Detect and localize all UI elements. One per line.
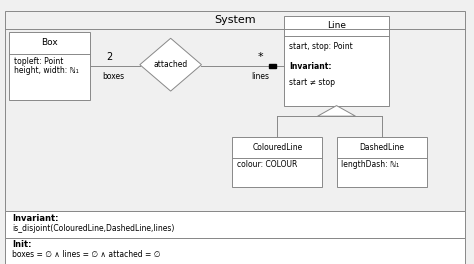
Bar — [9, 32, 90, 100]
Text: lengthDash: ℕ₁: lengthDash: ℕ₁ — [341, 161, 400, 169]
Text: boxes: boxes — [103, 72, 125, 81]
Text: attached: attached — [154, 60, 188, 69]
Text: is_disjoint(ColouredLine,DashedLine,lines): is_disjoint(ColouredLine,DashedLine,line… — [12, 224, 174, 233]
Text: lines: lines — [252, 72, 270, 81]
Text: topleft: Point: topleft: Point — [14, 56, 64, 65]
Bar — [232, 137, 322, 187]
Bar — [337, 137, 427, 187]
Text: Line: Line — [327, 21, 346, 30]
Bar — [5, 238, 465, 264]
Bar — [284, 16, 389, 106]
Text: colour: COLOUR: colour: COLOUR — [237, 161, 297, 169]
Text: Invariant:: Invariant: — [289, 62, 332, 71]
Polygon shape — [318, 106, 356, 116]
Text: Box: Box — [41, 38, 58, 47]
Text: Init:: Init: — [12, 241, 31, 249]
Polygon shape — [140, 38, 201, 91]
Text: System: System — [214, 15, 255, 25]
Text: boxes = ∅ ∧ lines = ∅ ∧ attached = ∅: boxes = ∅ ∧ lines = ∅ ∧ attached = ∅ — [12, 250, 160, 259]
Bar — [269, 64, 276, 68]
Text: Invariant:: Invariant: — [12, 214, 58, 223]
Bar — [5, 211, 465, 238]
Text: start ≠ stop: start ≠ stop — [289, 78, 335, 87]
Text: start, stop: Point: start, stop: Point — [289, 42, 353, 51]
Text: ColouredLine: ColouredLine — [252, 143, 302, 152]
Bar — [5, 11, 465, 211]
Text: DashedLine: DashedLine — [359, 143, 404, 152]
Text: *: * — [258, 52, 264, 62]
Text: 2: 2 — [106, 52, 112, 62]
Text: height, width: ℕ₁: height, width: ℕ₁ — [14, 66, 79, 75]
